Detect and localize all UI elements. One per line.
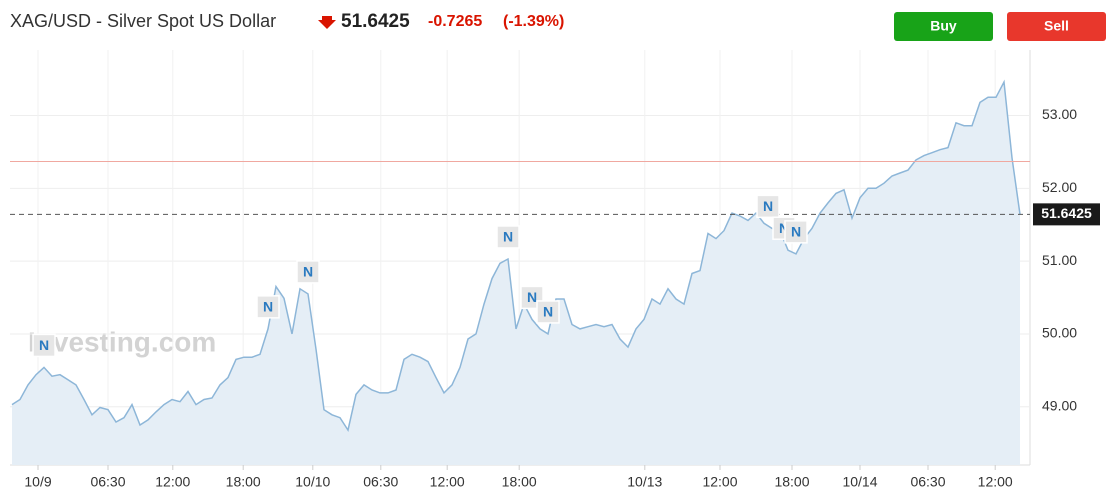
news-marker-label: N xyxy=(791,224,801,240)
x-tick-label: 10/10 xyxy=(295,474,330,490)
x-tick-label: 06:30 xyxy=(90,474,125,490)
x-tick-label: 18:00 xyxy=(502,474,537,490)
y-tick-label: 51.00 xyxy=(1042,252,1077,268)
buy-button[interactable]: Buy xyxy=(894,12,993,41)
last-price-box xyxy=(1033,203,1100,226)
y-tick-label: 50.00 xyxy=(1042,325,1077,341)
sell-button-bg[interactable] xyxy=(1007,12,1106,41)
sell-button[interactable]: Sell xyxy=(1007,12,1106,41)
news-marker-box xyxy=(784,220,808,244)
news-marker-box xyxy=(296,260,320,284)
news-marker-box xyxy=(32,333,56,358)
x-tick-label: 12:00 xyxy=(978,474,1013,490)
news-marker-label: N xyxy=(763,198,773,214)
x-tick-label: 12:00 xyxy=(702,474,737,490)
last-price-label: 51.6425 xyxy=(1041,205,1092,221)
watermark: Investing.com xyxy=(28,326,216,357)
price: 51.6425 xyxy=(341,11,410,32)
news-marker-box xyxy=(496,225,520,249)
news-marker-label: N xyxy=(527,289,537,305)
price-change: -0.7265 xyxy=(428,13,482,30)
news-marker-label: N xyxy=(543,304,553,320)
news-marker: N xyxy=(296,260,320,284)
news-marker-label: N xyxy=(779,220,789,236)
x-tick-label: 18:00 xyxy=(774,474,809,490)
buy-button-bg[interactable] xyxy=(894,12,993,41)
x-tick-label: 10/14 xyxy=(842,474,877,490)
x-tick-label: 12:00 xyxy=(155,474,190,490)
buy-label[interactable]: Buy xyxy=(930,18,957,34)
news-marker: N xyxy=(256,295,280,319)
x-tick-label: 10/13 xyxy=(627,474,662,490)
x-tick-label: 06:30 xyxy=(363,474,398,490)
y-tick-label: 52.00 xyxy=(1042,179,1077,195)
x-tick-label: 12:00 xyxy=(430,474,465,490)
news-marker-box xyxy=(756,194,780,219)
news-marker-label: N xyxy=(303,264,313,280)
news-marker-label: N xyxy=(39,337,49,353)
sell-label[interactable]: Sell xyxy=(1044,18,1069,34)
news-marker-label: N xyxy=(503,229,513,245)
news-marker: N xyxy=(756,194,780,219)
news-marker-box xyxy=(536,300,560,324)
news-marker-label: N xyxy=(263,299,273,315)
price-line xyxy=(11,79,1021,433)
x-tick-label: 06:30 xyxy=(910,474,945,490)
news-marker: N xyxy=(536,300,560,324)
price-change-percent: (-1.39%) xyxy=(503,13,564,30)
news-marker: N xyxy=(496,225,520,249)
news-marker-box xyxy=(256,295,280,319)
x-tick-label: 18:00 xyxy=(226,474,261,490)
y-tick-label: 49.00 xyxy=(1042,397,1077,413)
x-tick-label: 10/9 xyxy=(24,474,51,490)
instrument-title: XAG/USD - Silver Spot US Dollar xyxy=(10,11,276,31)
y-tick-label: 53.00 xyxy=(1042,106,1077,122)
down-arrow xyxy=(318,16,336,29)
news-marker: N xyxy=(784,220,808,244)
area-fill xyxy=(12,82,1020,465)
news-marker: N xyxy=(32,333,56,358)
